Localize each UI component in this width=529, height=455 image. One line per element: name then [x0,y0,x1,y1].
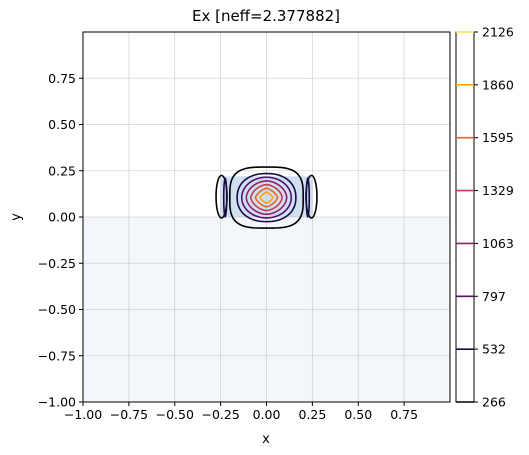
contour-line-1329 [250,183,283,212]
colorbar-tick-label: 532 [482,342,506,357]
colorbar-tick-label: 1063 [482,236,514,251]
y-tick-label: 0.25 [48,163,76,178]
y-tick-label: −1.00 [38,395,76,410]
colorbar-tick-label: 266 [482,395,506,410]
x-tick-label: 0.75 [390,407,418,422]
contour-line-1063 [245,180,288,216]
x-tick-label: −1.00 [64,407,102,422]
y-axis-label: y [9,213,24,221]
contour-line-266 [228,166,305,229]
y-tick-label: −0.75 [38,348,76,363]
contour-line-1860 [259,191,274,204]
colorbar-tick-label: 797 [482,289,506,304]
plot-area: −1.00 −0.75 −0.50 −0.25 0.00 0.25 0.50 0.75 −1.0… [38,31,451,422]
chart-title: Ex [neff=2.377882] [192,7,340,25]
colorbar: 266 532 797 1063 1329 1595 1860 2126 [455,25,514,410]
colorbar-tick-label: 2126 [482,25,514,40]
y-tick-label: −0.25 [38,256,76,271]
x-tick-label: −0.75 [110,407,148,422]
x-axis-label: x [262,432,270,447]
contour-lobe-532 [222,177,228,218]
plot-content [83,32,450,402]
contour-line-532 [236,172,297,223]
contour-line-1595 [254,187,279,208]
colorbar-frame [455,31,475,403]
x-tick-label: 0.00 [253,407,281,422]
colorbar-tick-label: 1329 [482,183,514,198]
x-tick-label: −0.50 [156,407,194,422]
x-tick-label: 0.50 [344,407,372,422]
x-tick-label: −0.25 [201,407,239,422]
contour-lobe-532 [305,177,311,218]
y-tick-label: 0.75 [48,71,76,86]
y-tick-label: 0.50 [48,117,76,132]
contour-line-797 [240,176,293,219]
x-tick-label: 0.25 [298,407,326,422]
colorbar-tick-label: 1595 [482,130,514,145]
y-tick-label: 0.00 [48,210,76,225]
y-tick-label: −0.50 [38,302,76,317]
colorbar-tick-label: 1860 [482,77,514,92]
